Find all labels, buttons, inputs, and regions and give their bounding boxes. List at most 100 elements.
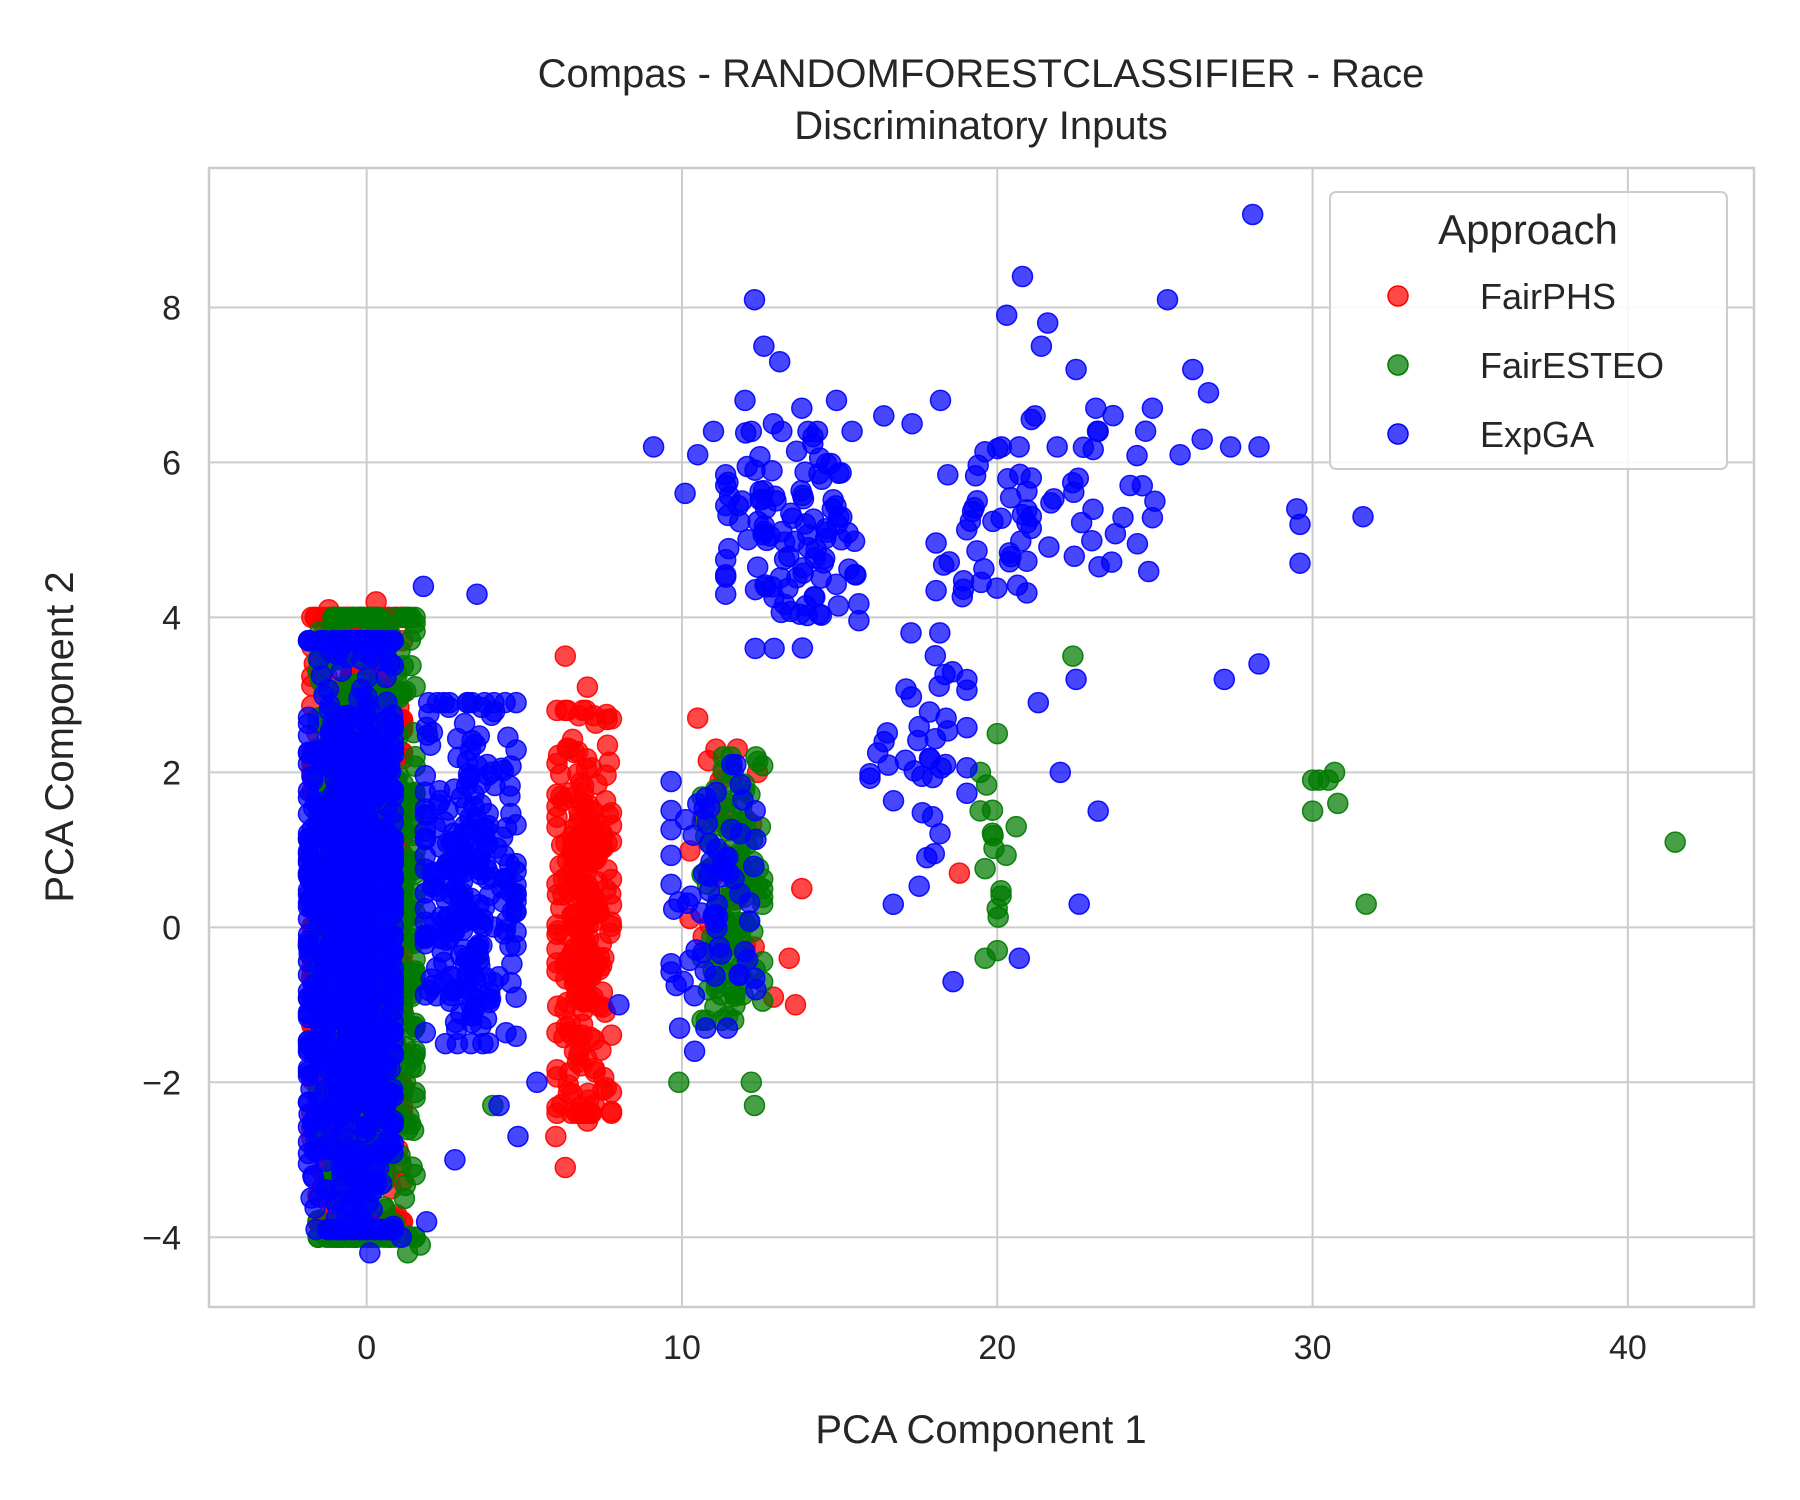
scatter-point xyxy=(1024,405,1046,427)
legend-marker-expga xyxy=(1387,423,1409,445)
scatter-point xyxy=(740,420,763,443)
scatter-point xyxy=(686,707,709,729)
scatter-point xyxy=(382,829,405,852)
scatter-point xyxy=(325,1218,348,1241)
scatter-point xyxy=(365,1218,388,1241)
chart-title-line-1: Compas - RANDOMFORESTCLASSIFIER - Race xyxy=(538,52,1425,96)
legend-box xyxy=(1329,191,1728,470)
scatter-point xyxy=(680,885,702,907)
legend-title: Approach xyxy=(1438,206,1618,253)
scatter-point xyxy=(358,760,381,783)
scatter-point xyxy=(412,575,435,598)
scatter-point xyxy=(1137,560,1160,583)
scatter-point xyxy=(311,855,334,878)
scatter-point xyxy=(599,922,621,945)
scatter-point xyxy=(472,1032,494,1055)
scatter-point xyxy=(466,583,488,605)
scatter-point xyxy=(743,1094,766,1117)
scatter-point xyxy=(343,1069,365,1091)
scatter-point xyxy=(329,946,351,968)
scatter-point xyxy=(1241,203,1264,226)
scatter-point xyxy=(477,814,500,837)
scatter-point xyxy=(1008,947,1031,970)
scatter-point xyxy=(554,1156,577,1179)
scatter-point xyxy=(698,865,721,887)
scatter-point xyxy=(825,389,848,412)
scatter-point xyxy=(547,920,569,942)
scatter-point xyxy=(549,763,572,786)
y-tick-labels: −4 −2 0 2 4 6 8 xyxy=(142,289,181,1257)
scatter-point xyxy=(297,1116,320,1138)
scatter-point xyxy=(729,823,752,845)
scatter-point xyxy=(382,992,405,1015)
scatter-point xyxy=(1197,381,1220,404)
scatter-point xyxy=(1134,420,1157,442)
scatter-point xyxy=(1219,436,1242,458)
scatter-point xyxy=(1030,335,1053,357)
legend-marker-fairesteo xyxy=(1387,354,1409,376)
plot-frame xyxy=(207,166,1756,1309)
scatter-point xyxy=(918,701,941,723)
scatter-point xyxy=(745,978,767,1001)
scatter-point xyxy=(873,405,895,427)
legend-label-fairesteo: FairESTEO xyxy=(1480,345,1664,386)
scatter-point xyxy=(382,629,405,652)
scatter-point xyxy=(348,687,370,710)
scatter-point xyxy=(900,686,923,708)
scatter-point xyxy=(576,676,599,698)
scatter-point xyxy=(685,939,707,961)
scatter-point xyxy=(376,691,398,714)
scatter-point xyxy=(830,529,853,551)
scatter-point xyxy=(417,691,440,714)
scatter-point xyxy=(956,782,978,805)
scatter-point xyxy=(918,747,941,770)
scatter-point xyxy=(363,1142,386,1165)
scatter-point xyxy=(455,907,478,929)
x-tick-label: 20 xyxy=(978,1329,1016,1367)
scatter-point xyxy=(975,774,998,796)
scatter-point xyxy=(420,968,443,990)
scatter-point xyxy=(600,1024,623,1046)
scatter-point xyxy=(668,1017,691,1039)
scatter-point xyxy=(738,891,761,914)
scatter-point xyxy=(820,452,842,475)
scatter-point xyxy=(1049,761,1072,784)
scatter-point xyxy=(1011,265,1034,288)
scatter-point xyxy=(768,350,791,373)
scatter-point xyxy=(1065,358,1087,381)
scatter-point xyxy=(1081,529,1103,552)
scatter-point xyxy=(736,455,759,478)
scatter-point xyxy=(674,482,696,505)
scatter-point xyxy=(1156,288,1179,311)
scatter-point xyxy=(554,699,576,722)
scatter-point xyxy=(546,883,569,906)
scatter-point xyxy=(297,908,320,930)
scatter-point xyxy=(1040,492,1062,514)
scatter-point xyxy=(1102,404,1124,427)
scatter-point xyxy=(714,463,737,486)
scatter-point xyxy=(901,412,923,435)
scatter-point xyxy=(577,1082,599,1105)
scatter-point xyxy=(686,443,709,466)
scatter-point xyxy=(303,990,325,1013)
x-tick-labels: 0 10 20 30 40 xyxy=(357,1329,1647,1367)
y-tick-label: 4 xyxy=(162,599,181,637)
scatter-point xyxy=(876,722,899,744)
scatter-point xyxy=(1323,761,1346,784)
scatter-point xyxy=(1131,474,1154,497)
scatter-point xyxy=(1169,443,1191,466)
scatter-point xyxy=(323,995,345,1018)
scatter-point xyxy=(325,1096,348,1118)
scatter-point xyxy=(706,837,728,860)
scatter-point xyxy=(314,1179,337,1201)
scatter-point xyxy=(959,510,982,532)
scatter-point xyxy=(495,817,518,839)
scatter-point xyxy=(718,485,741,508)
scatter-point xyxy=(297,741,320,763)
scatter-point xyxy=(942,970,964,993)
scatter-point xyxy=(1100,551,1123,573)
scatter-point xyxy=(324,912,347,935)
scatter-point xyxy=(311,809,333,832)
scatter-point xyxy=(360,903,383,926)
scatter-point xyxy=(708,936,731,958)
